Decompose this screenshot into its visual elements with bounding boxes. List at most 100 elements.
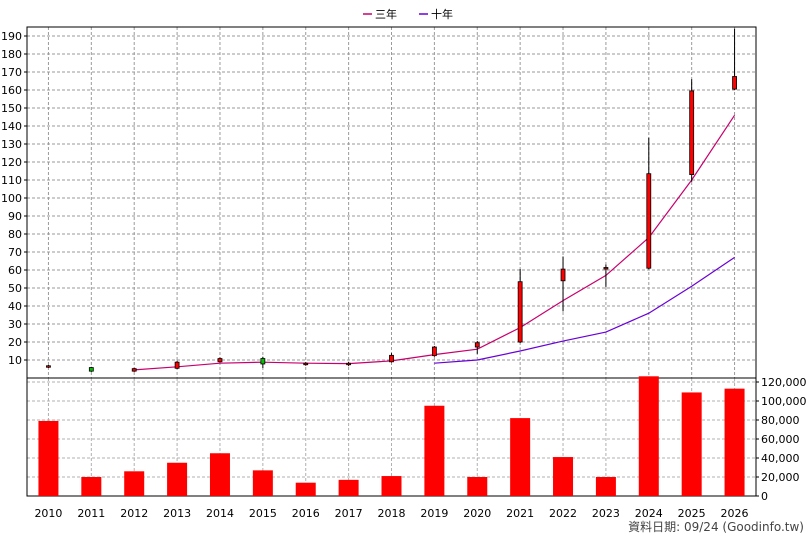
candle-body <box>389 354 394 363</box>
volume-bars <box>38 376 745 496</box>
volume-tick-label: 0 <box>761 490 768 503</box>
candle-body <box>603 267 609 270</box>
candle-body <box>646 173 652 269</box>
candle-body <box>517 281 523 343</box>
volume-bar <box>595 477 616 496</box>
candlestick <box>131 367 137 372</box>
year-label: 2018 <box>378 507 406 520</box>
price-tick-label: 140 <box>1 120 22 133</box>
candlestick <box>474 340 480 354</box>
price-tick-label: 100 <box>1 192 22 205</box>
year-label: 2015 <box>249 507 277 520</box>
candlestick <box>689 79 695 182</box>
candle-body <box>174 361 180 369</box>
legend-label: 十年 <box>431 7 453 21</box>
data-date-footer: 資料日期: 09/24 (Goodinfo.tw) <box>628 520 804 534</box>
volume-bar <box>467 477 488 496</box>
candlestick <box>217 357 223 363</box>
price-tick-label: 110 <box>1 174 22 187</box>
price-axis-ticks: 10 20 30 40 50 60 70 80 90 100 110 120 130 140 150 160 1… <box>1 30 27 367</box>
volume-bar <box>424 405 445 496</box>
candlestick <box>646 137 652 270</box>
ma-line-十年 <box>434 256 735 364</box>
volume-bar <box>295 482 316 496</box>
price-tick-label: 20 <box>8 336 22 349</box>
candlestick <box>88 366 94 372</box>
candlestick <box>46 365 51 368</box>
candle-body <box>689 90 695 175</box>
volume-bar <box>81 477 102 496</box>
year-label: 2017 <box>335 507 363 520</box>
price-tick-label: 90 <box>8 210 22 223</box>
price-tick-label: 120 <box>1 156 22 169</box>
candle-body <box>260 358 266 365</box>
legend-label: 三年 <box>375 7 397 21</box>
year-label: 2020 <box>463 507 491 520</box>
candle-body <box>217 358 223 363</box>
candlestick <box>174 360 180 369</box>
price-tick-label: 60 <box>8 264 22 277</box>
volume-bar <box>252 470 273 496</box>
candle-body <box>431 346 437 357</box>
price-tick-label: 130 <box>1 138 22 151</box>
candlestick <box>431 345 437 357</box>
volume-bar <box>124 471 145 496</box>
candlestick <box>732 28 737 90</box>
candle-body <box>88 367 94 372</box>
candlestick <box>346 361 352 367</box>
year-label: 2024 <box>635 507 663 520</box>
candle-body <box>346 362 352 366</box>
volume-bar <box>381 476 402 496</box>
candle-body <box>131 368 137 372</box>
volume-tick-label: 40,000 <box>761 452 800 465</box>
year-label: 2025 <box>678 507 706 520</box>
year-label: 2026 <box>721 507 749 520</box>
candlestick <box>560 256 566 312</box>
year-label: 2022 <box>549 507 577 520</box>
candlesticks <box>46 28 737 372</box>
volume-tick-label: 100,000 <box>761 395 807 408</box>
volume-tick-label: 60,000 <box>761 433 800 446</box>
year-label: 2011 <box>77 507 105 520</box>
volume-bar <box>724 388 745 496</box>
volume-bar <box>510 418 531 496</box>
price-tick-label: 80 <box>8 228 22 241</box>
candlestick <box>517 269 523 344</box>
candle-body <box>560 268 566 282</box>
price-tick-label: 40 <box>8 300 22 313</box>
price-tick-label: 180 <box>1 48 22 61</box>
candle-body <box>46 365 51 368</box>
candlestick <box>603 264 609 287</box>
price-tick-label: 150 <box>1 102 22 115</box>
year-label: 2021 <box>506 507 534 520</box>
year-label: 2019 <box>420 507 448 520</box>
year-label: 2016 <box>292 507 320 520</box>
candlestick <box>389 353 394 363</box>
price-tick-label: 170 <box>1 66 22 79</box>
legend: 三年 十年 <box>363 7 453 21</box>
volume-tick-label: 20,000 <box>761 471 800 484</box>
volume-tick-label: 120,000 <box>761 376 807 389</box>
candle-body <box>303 362 309 366</box>
volume-bar <box>681 392 702 496</box>
volume-bar <box>209 453 230 496</box>
volume-bar <box>638 376 659 496</box>
year-label: 2013 <box>163 507 191 520</box>
volume-bar <box>38 420 59 496</box>
volume-axis-ticks: 0 20,000 40,000 60,000 80,000 100,000 120,000 <box>756 376 807 503</box>
year-label: 2014 <box>206 507 234 520</box>
candlestick <box>260 356 266 368</box>
x-axis-year-labels: 2010 2011 2012 2013 2014 2015 2016 2017 2018 2019… <box>34 507 748 520</box>
year-label: 2023 <box>592 507 620 520</box>
candle-body <box>732 76 737 90</box>
candlestick <box>303 362 309 366</box>
year-label: 2012 <box>120 507 148 520</box>
volume-bar <box>553 457 574 496</box>
volume-bar <box>338 479 359 496</box>
year-label: 2010 <box>34 507 62 520</box>
price-tick-label: 30 <box>8 318 22 331</box>
price-tick-label: 70 <box>8 246 22 259</box>
candle-body <box>474 342 480 348</box>
price-tick-label: 160 <box>1 84 22 97</box>
